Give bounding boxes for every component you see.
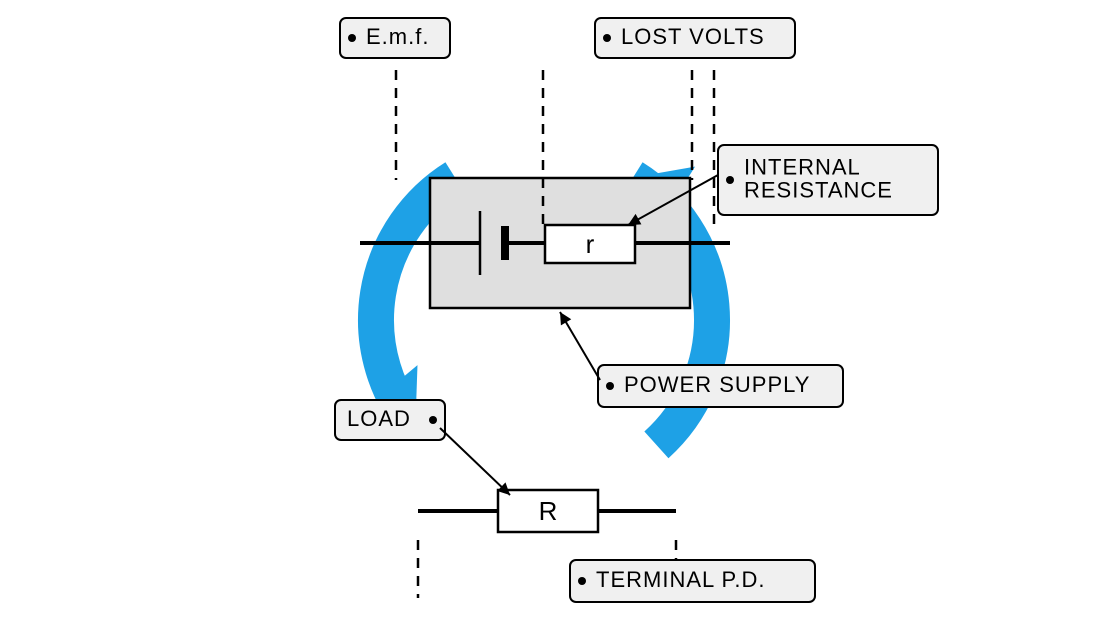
tag-terminal: TERMINAL P.D.: [570, 560, 815, 602]
tag-power-hole: [606, 382, 614, 390]
tag-emf: E.m.f.: [340, 18, 450, 58]
tag-load-text: LOAD: [347, 406, 411, 431]
tag-terminal-text: TERMINAL P.D.: [596, 567, 765, 592]
tag-int_res-text: INTERNAL: [744, 154, 861, 179]
tag-power-text: POWER SUPPLY: [624, 372, 810, 397]
tag-lost_volts-text: LOST VOLTS: [621, 24, 765, 49]
tag-lost_volts: LOST VOLTS: [595, 18, 795, 58]
tag-load: LOAD: [335, 400, 445, 440]
tag-int_res-text: RESISTANCE: [744, 177, 893, 202]
tag-int_res-hole: [726, 176, 734, 184]
tag-lost_volts-hole: [603, 34, 611, 42]
tag-emf-hole: [348, 34, 356, 42]
internal-resistor-label: r: [586, 229, 595, 259]
tag-power: POWER SUPPLY: [598, 365, 843, 407]
tag-load-hole: [429, 416, 437, 424]
load-resistor-label: R: [539, 496, 558, 526]
tag-emf-text: E.m.f.: [366, 24, 429, 49]
load-leader: [440, 428, 510, 495]
tag-terminal-hole: [578, 577, 586, 585]
tag-int_res: INTERNALRESISTANCE: [718, 145, 938, 215]
